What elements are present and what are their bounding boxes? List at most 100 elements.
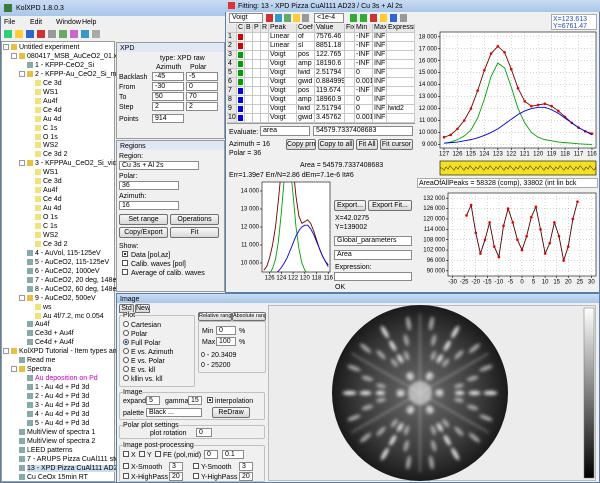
tree-item[interactable]: 7 - AuCeO2, 20 deg, 148eV xyxy=(35,276,122,284)
number-field[interactable]: 0 xyxy=(204,450,218,459)
checkbox-cell[interactable] xyxy=(253,33,261,42)
peak-cell[interactable]: Voigt xyxy=(269,51,297,60)
radio[interactable] xyxy=(123,357,129,363)
coef-cell[interactable]: amp xyxy=(297,60,315,69)
checkbox-cell[interactable] xyxy=(245,42,253,51)
checkbox-cell[interactable] xyxy=(345,96,355,105)
checkbox-cell[interactable] xyxy=(253,96,261,105)
radio[interactable] xyxy=(123,330,129,336)
checkbox-cell[interactable] xyxy=(261,87,269,96)
button[interactable]: Export Fit... xyxy=(368,200,412,211)
number-field[interactable]: 50 xyxy=(152,92,184,101)
checkbox-cell[interactable] xyxy=(345,51,355,60)
checkbox-cell[interactable] xyxy=(253,114,261,123)
max-cell[interactable]: INF xyxy=(373,105,387,114)
region-select[interactable]: Cu 3s + Al 2s xyxy=(119,161,199,170)
checkbox-cell[interactable] xyxy=(261,105,269,114)
tree-item[interactable]: O 1s xyxy=(43,214,58,222)
tree-item[interactable]: Spectra xyxy=(27,366,52,374)
expression-cell[interactable] xyxy=(387,87,415,96)
value-cell[interactable]: 8851.18 xyxy=(315,42,345,51)
expander[interactable] xyxy=(11,52,17,59)
expander[interactable] xyxy=(3,44,9,50)
tree-item[interactable]: 4 - AuVol, 115-125eV xyxy=(35,249,101,257)
color-cell[interactable] xyxy=(237,114,245,123)
tree-item[interactable]: 2 - KFPP-Au_CeO2_Si_meraAu xyxy=(35,70,135,78)
header-cell[interactable]: R xyxy=(261,24,269,33)
checkbox-cell[interactable] xyxy=(345,42,355,51)
expression-cell[interactable] xyxy=(387,114,415,123)
max-cell[interactable]: INF xyxy=(373,87,387,96)
number-field[interactable]: 100 xyxy=(216,337,236,346)
expression-cell[interactable] xyxy=(387,69,415,78)
expander[interactable] xyxy=(19,70,25,77)
min-cell[interactable]: 0.001 xyxy=(355,78,373,87)
button[interactable]: Copy/Export xyxy=(119,227,168,238)
color-cell[interactable] xyxy=(237,33,245,42)
radio[interactable] xyxy=(123,339,129,345)
coef-cell[interactable]: lwid xyxy=(297,69,315,78)
tree-item[interactable]: 8 - AuCeO2, 60 deg, 148eV xyxy=(35,285,122,293)
button[interactable]: ReDraw xyxy=(212,407,250,418)
tree-item[interactable]: WS1 xyxy=(43,169,59,177)
tree-item[interactable]: C 1s xyxy=(43,223,58,230)
color-cell[interactable] xyxy=(237,96,245,105)
checkbox[interactable] xyxy=(122,251,128,257)
tree-item[interactable]: Ce 3d xyxy=(43,79,62,87)
tab[interactable]: Absolute range xyxy=(232,312,266,321)
checkbox-cell[interactable] xyxy=(261,33,269,42)
tree-item[interactable]: Au4f xyxy=(35,321,50,329)
value-cell[interactable]: 18190.6 xyxy=(315,60,345,69)
number-field[interactable]: 70 xyxy=(186,92,218,101)
number-field[interactable]: 0 xyxy=(186,82,218,91)
color-cell[interactable] xyxy=(237,60,245,69)
peak-cell[interactable]: Linear xyxy=(269,42,297,51)
button[interactable]: Fit cursor xyxy=(380,139,413,150)
number-field[interactable]: -45 xyxy=(152,72,184,81)
number-field[interactable]: 2 xyxy=(152,102,184,111)
checkbox[interactable] xyxy=(139,451,145,457)
checkbox-cell[interactable] xyxy=(345,87,355,96)
color-cell[interactable] xyxy=(237,105,245,114)
coef-cell[interactable]: gwid xyxy=(297,114,315,123)
checkbox[interactable] xyxy=(122,269,128,275)
checkbox-cell[interactable] xyxy=(253,51,261,60)
value-cell[interactable]: 18960.9 xyxy=(315,96,345,105)
peak-cell[interactable]: Voigt xyxy=(269,87,297,96)
coef-cell[interactable]: lwid xyxy=(297,105,315,114)
coef-cell[interactable]: sl xyxy=(297,42,315,51)
max-cell[interactable]: INF xyxy=(373,60,387,69)
checkbox-cell[interactable] xyxy=(261,114,269,123)
coef-cell[interactable]: amp xyxy=(297,96,315,105)
row-number[interactable]: 1 xyxy=(227,33,237,42)
value-cell[interactable]: 2.51794 xyxy=(315,69,345,78)
checkbox[interactable] xyxy=(123,473,129,479)
coef-cell[interactable]: pos xyxy=(297,51,315,60)
value-cell[interactable]: 3.45762 xyxy=(315,114,345,123)
row-number[interactable]: 5 xyxy=(227,69,237,78)
value-cell[interactable]: 0.884999 xyxy=(315,78,345,87)
expander[interactable] xyxy=(19,294,25,301)
expression-field[interactable] xyxy=(334,272,412,281)
number-field[interactable]: -5 xyxy=(186,72,218,81)
color-cell[interactable] xyxy=(237,78,245,87)
value-cell[interactable]: 119.674 xyxy=(315,87,345,96)
tree-item[interactable]: WS2 xyxy=(43,142,59,150)
min-cell[interactable]: 0 xyxy=(355,105,373,114)
tree-item[interactable]: WS1 xyxy=(43,88,59,96)
max-cell[interactable]: INF xyxy=(373,42,387,51)
row-number[interactable]: 9 xyxy=(227,105,237,114)
header-cell[interactable]: Peak xyxy=(269,24,297,33)
tree-item[interactable]: Au deposition on Pd xyxy=(35,375,98,383)
palette-select[interactable]: Black ... xyxy=(146,408,202,417)
min-cell[interactable]: -INF xyxy=(355,87,373,96)
evaluate-field[interactable]: area xyxy=(260,126,310,136)
min-cell[interactable]: 0.001 xyxy=(355,114,373,123)
header-cell[interactable]: Coef xyxy=(297,24,315,33)
peak-cell[interactable]: Voigt xyxy=(269,78,297,87)
checkbox-cell[interactable] xyxy=(345,60,355,69)
tree-item[interactable]: Au4f xyxy=(43,187,58,195)
header-cell[interactable]: C xyxy=(237,24,245,33)
checkbox-cell[interactable] xyxy=(253,42,261,51)
menu-item[interactable]: Help xyxy=(82,19,97,26)
